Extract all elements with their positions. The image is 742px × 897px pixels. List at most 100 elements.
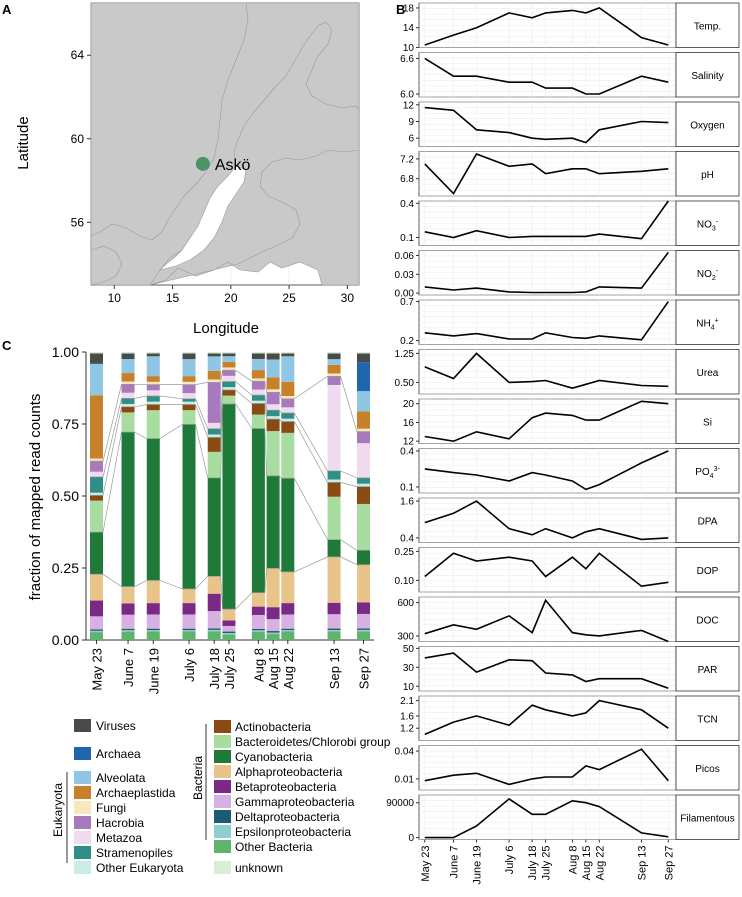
- bar-segment-gammaproteobacteria: [90, 616, 104, 630]
- legend-swatch-bacteroidetes-chlorobi-group: [214, 735, 231, 748]
- bar-segment-hacrobia: [182, 384, 196, 394]
- bar-segment-archaeplastida: [121, 373, 135, 382]
- env-strip-label: NH4+: [696, 317, 718, 331]
- bar-segment-bacteroidetes-chlorobi-group: [207, 451, 221, 478]
- env-panel-dop: DOP 0.10 0.25: [395, 547, 740, 593]
- legend-label-stramenopiles: Stramenopiles: [96, 846, 173, 860]
- env-xtick-label: July 6: [504, 846, 516, 875]
- env-strip: [675, 745, 740, 791]
- bar-segment-other-bacteria: [251, 631, 265, 640]
- env-strip: [675, 547, 740, 593]
- legend-label-unknown: unknown: [235, 861, 283, 875]
- bar-segment-alveolata: [266, 359, 280, 378]
- bar-segment-archaeplastida: [281, 381, 295, 396]
- map-panel: Askö 10 15 20 25 30 56 60 64 Longitude Latitude: [15, 2, 360, 337]
- bar-segment-betaproteobacteria: [281, 603, 295, 615]
- bar-connector-line: [90, 381, 370, 479]
- bar-segment-bacteroidetes-chlorobi-group: [182, 410, 196, 425]
- legend-swatch-deltaproteobacteria: [214, 810, 231, 823]
- env-xtick-label: Aug 22: [594, 846, 606, 881]
- bar-segment-other-eukaryota: [281, 418, 295, 422]
- legend-swatch-viruses: [74, 719, 91, 732]
- bar-segment-unknown: [281, 352, 295, 354]
- bar-segment-metazoa: [222, 375, 236, 382]
- bar-segment-actinobacteria: [356, 486, 370, 504]
- bar-segment-unknown: [327, 352, 341, 354]
- bar-segment-alphaproteobacteria: [222, 609, 236, 621]
- env-ytick-label: 90000: [386, 798, 414, 809]
- env-ytick-label: 12: [403, 437, 415, 448]
- env-ytick-label: 6.0: [400, 90, 414, 101]
- bar-connector-line: [90, 369, 370, 462]
- bar-segment-unknown: [356, 352, 370, 354]
- bar-segment-cyanobacteria: [146, 438, 160, 581]
- bar-segment-cyanobacteria: [281, 478, 295, 572]
- bar-segment-alphaproteobacteria: [90, 574, 104, 601]
- bar-xtick-label: Aug 15: [266, 648, 281, 689]
- bar-segment-hacrobia: [356, 431, 370, 444]
- env-ytick-label: 0.03: [395, 270, 415, 281]
- environmental-panels: Temp. 10 14 18 Salinity 6.0 6.6 Oxygen 6 9 12 pH 6.8…: [386, 2, 740, 885]
- map-xtick-label: 30: [341, 291, 355, 305]
- env-line-par: [424, 652, 669, 689]
- env-strip-label: Temp.: [694, 21, 721, 32]
- env-ytick-label: 0.4: [400, 446, 414, 457]
- bar-segment-other-bacteria: [121, 631, 135, 640]
- bar-segment-bacteroidetes-chlorobi-group: [90, 500, 104, 533]
- bar-segment-hacrobia: [251, 381, 265, 390]
- bar-segment-fungi: [356, 428, 370, 432]
- bar-segment-alveolata: [356, 391, 370, 412]
- bar-segment-deltaproteobacteria: [356, 628, 370, 630]
- bar-segment-gammaproteobacteria: [281, 614, 295, 629]
- bar-segment-viruses: [356, 353, 370, 363]
- env-panel-tcn: TCN 1.2 1.6 2.1: [400, 695, 740, 741]
- bar-segment-viruses: [222, 353, 236, 357]
- bar-segment-other-bacteria: [356, 631, 370, 640]
- env-xtick-label: Sep 27: [663, 846, 675, 881]
- bar-segment-other-eukaryota: [146, 401, 160, 405]
- bar-segment-other-eukaryota: [251, 400, 265, 404]
- bar-segment-deltaproteobacteria: [251, 628, 265, 631]
- bar-segment-deltaproteobacteria: [121, 628, 135, 631]
- bar-segment-gammaproteobacteria: [222, 625, 236, 632]
- legend-swatch-archaeplastida: [74, 786, 91, 799]
- env-panel-nh4: NH4+ 0.2 0.7: [400, 297, 740, 347]
- bar-segment-unknown: [146, 352, 160, 354]
- bar-ytick-label: 0.00: [52, 632, 79, 648]
- panel-label-c: C: [2, 338, 12, 353]
- env-line-ph: [424, 153, 669, 195]
- bar-segment-metazoa: [207, 422, 221, 429]
- env-strip-label: Si: [703, 417, 712, 428]
- bar-segment-bacteroidetes-chlorobi-group: [222, 395, 236, 404]
- map-ylabel: Latitude: [15, 116, 32, 169]
- bar-segment-metazoa: [327, 384, 341, 471]
- env-line-oxygen: [424, 106, 669, 144]
- env-line-si: [424, 400, 669, 443]
- bar-segment-metazoa: [266, 404, 280, 411]
- bar-segment-alveolata: [327, 359, 341, 365]
- env-panel-po43: PO43- 0.1 0.4: [400, 446, 740, 493]
- bar-segment-actinobacteria: [251, 403, 265, 415]
- bar-segment-epsilonproteobacteria: [266, 632, 280, 635]
- legend-swatch-actinobacteria: [214, 720, 231, 733]
- env-strip-label: NO3-: [697, 218, 719, 232]
- bar-segment-actinobacteria: [266, 419, 280, 432]
- bar-segment-metazoa: [356, 443, 370, 478]
- bar-segment-cyanobacteria: [121, 432, 135, 587]
- bar-segment-viruses: [182, 353, 196, 360]
- env-line-tcn: [424, 699, 669, 736]
- map-ytick-label: 56: [71, 215, 85, 229]
- map-xtick-label: 25: [282, 291, 296, 305]
- panel-label-a: A: [2, 2, 12, 17]
- bar-segment-hacrobia: [146, 384, 160, 391]
- env-ytick-label: 6.6: [400, 54, 414, 65]
- bar-segment-bacteroidetes-chlorobi-group: [146, 410, 160, 439]
- legend-label-betaproteobacteria: Betaproteobacteria: [235, 780, 337, 794]
- bar-segment-deltaproteobacteria: [222, 631, 236, 633]
- env-panel-filamentous: Filamentous 0 90000: [386, 794, 740, 844]
- env-strip: [675, 596, 740, 642]
- env-ytick-label: 16: [403, 418, 415, 429]
- bar-segment-alveolata: [182, 359, 196, 377]
- bar-segment-unknown: [207, 352, 221, 354]
- env-ytick-label: 1.6: [400, 497, 414, 508]
